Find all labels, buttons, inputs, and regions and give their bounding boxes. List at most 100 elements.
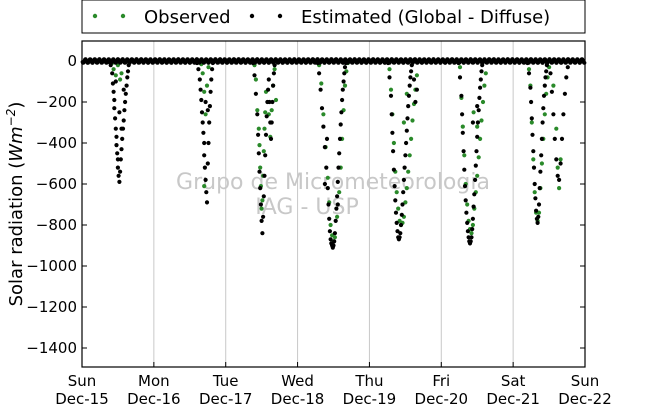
estimated-point [539, 136, 545, 141]
estimated-point [269, 120, 274, 125]
estimated-point [199, 97, 204, 103]
estimated-point [259, 218, 264, 223]
data-points [80, 57, 587, 250]
estimated-point [111, 89, 116, 94]
estimated-point [205, 108, 210, 113]
observed-point [542, 112, 547, 117]
estimated-point [334, 206, 339, 211]
x-tick-date-label: Dec-20 [415, 390, 469, 408]
observed-point [202, 89, 207, 94]
estimated-point [322, 181, 327, 187]
observed-point [319, 81, 324, 86]
estimated-point [529, 99, 534, 105]
y-tick-label: −1000 [26, 257, 77, 275]
estimated-point [337, 136, 343, 141]
observed-point [462, 153, 467, 158]
x-tick-date-label: Dec-18 [271, 390, 325, 408]
y-tick-label: −1200 [26, 298, 77, 316]
estimated-point [119, 147, 124, 152]
estimated-point [391, 149, 396, 154]
estimated-point [541, 93, 547, 98]
estimated-point [391, 167, 396, 172]
estimated-point [557, 177, 562, 182]
estimated-point [460, 112, 465, 117]
estimated-point [209, 77, 214, 82]
estimated-point [532, 181, 537, 187]
estimated-point [534, 208, 539, 213]
observed-point [261, 149, 266, 154]
observed-point [532, 190, 537, 195]
estimated-point [529, 116, 534, 121]
estimated-point [201, 130, 206, 135]
x-tick-day-label: Thu [354, 372, 383, 390]
y-tick-label: −800 [36, 216, 77, 234]
estimated-point [555, 173, 560, 178]
watermark: Grupo de Micrometeorologia IAG - USP [176, 170, 490, 220]
estimated-point [117, 179, 122, 184]
estimated-point [552, 136, 557, 141]
estimated-point [336, 165, 341, 170]
estimated-point [401, 190, 406, 195]
estimated-point [478, 85, 483, 90]
estimated-point [204, 190, 209, 195]
estimated-point [253, 91, 258, 96]
observed-point [259, 206, 264, 211]
estimated-point [321, 124, 326, 129]
observed-point [200, 71, 205, 76]
estimated-point [535, 220, 540, 225]
y-tick-label: −200 [36, 93, 77, 111]
observed-point [203, 112, 208, 117]
estimated-point [208, 89, 213, 94]
estimated-point [457, 75, 463, 80]
observed-point [475, 173, 480, 178]
estimated-point [397, 235, 402, 240]
estimated-point [328, 237, 333, 242]
estimated-point [476, 108, 481, 113]
estimated-point [121, 87, 126, 92]
x-tick-day-label: Sun [571, 372, 600, 390]
observed-point [337, 190, 342, 195]
estimated-point [554, 157, 559, 162]
observed-point [335, 214, 340, 219]
estimated-point [468, 239, 473, 244]
legend: Observed Estimated (Global - Diffuse) [81, 0, 586, 34]
estimated-point [270, 99, 275, 105]
observed-point [204, 83, 210, 88]
observed-point [469, 231, 474, 236]
observed-point [332, 235, 337, 240]
estimated-point [389, 112, 394, 117]
observed-point [465, 202, 470, 207]
estimated-point [551, 112, 556, 117]
estimated-point [256, 132, 261, 137]
estimated-point [406, 93, 411, 98]
estimated-point [119, 126, 124, 131]
estimated-point [271, 83, 276, 88]
observed-point [478, 136, 483, 141]
estimated-point [559, 136, 565, 141]
x-tick-day-label: Sun [68, 372, 97, 390]
estimated-point [475, 134, 480, 139]
estimated-point [461, 149, 466, 154]
estimated-point [528, 85, 533, 90]
estimated-point [322, 145, 327, 150]
observed-point [409, 136, 414, 141]
estimated-point [252, 73, 257, 78]
observed-point [342, 83, 348, 88]
estimated-point [199, 110, 205, 115]
estimated-point [411, 77, 417, 82]
estimated-point [462, 184, 468, 189]
estimated-point [264, 114, 269, 119]
estimated-point [531, 149, 536, 154]
observed-point [113, 73, 118, 78]
x-tick-date-label: Dec-17 [199, 390, 253, 408]
estimated-point [475, 120, 480, 125]
estimated-point [112, 97, 117, 103]
estimated-point [261, 194, 266, 199]
estimated-point [335, 202, 340, 207]
observed-point [111, 67, 116, 72]
x-tick-day-label: Sat [501, 372, 526, 390]
observed-point [479, 118, 484, 123]
estimated-point [392, 184, 397, 189]
plot-frame [81, 40, 586, 368]
